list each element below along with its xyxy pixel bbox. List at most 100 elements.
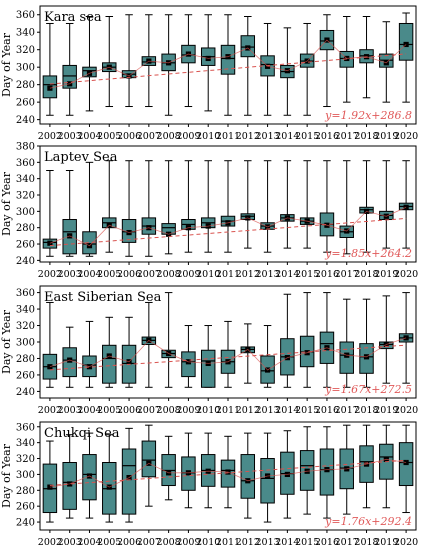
y-tick-label: 340 xyxy=(16,174,35,185)
x-tick-label: 2019 xyxy=(374,537,398,548)
y-tick-label: 340 xyxy=(16,438,35,449)
y-tick-label: 320 xyxy=(16,454,35,465)
mean-marker xyxy=(403,459,409,466)
box-body xyxy=(141,440,157,478)
mean-connector xyxy=(49,458,407,488)
x-tick-label: 2020 xyxy=(394,537,418,548)
x-tick-label: 2002 xyxy=(38,537,62,548)
y-tick-label: 260 xyxy=(16,370,35,381)
x-tick-label: 2012 xyxy=(236,269,260,280)
box-2016 xyxy=(319,14,335,108)
trend-equation: y=1.76x+292.4 xyxy=(324,515,412,528)
x-tick-label: 2012 xyxy=(236,537,260,548)
x-tick-label: 2016 xyxy=(315,131,339,142)
y-tick-label: 320 xyxy=(16,321,35,332)
box-body xyxy=(398,22,414,61)
y-tick-label: 300 xyxy=(16,207,35,218)
x-tick-label: 2007 xyxy=(137,405,161,416)
x-tick-label: 2004 xyxy=(77,537,101,548)
box-body xyxy=(82,231,97,255)
box-body xyxy=(121,448,137,515)
y-tick-label: 280 xyxy=(16,80,35,91)
x-tick-label: 2010 xyxy=(196,269,220,280)
x-tick-label: 2006 xyxy=(117,131,141,142)
y-tick-label: 260 xyxy=(16,240,35,251)
x-tick-label: 2017 xyxy=(335,269,359,280)
x-tick-label: 2016 xyxy=(315,537,339,548)
x-tick-label: 2006 xyxy=(117,405,141,416)
x-tick-label: 2018 xyxy=(354,405,378,416)
y-tick-label: 260 xyxy=(16,502,35,513)
x-tick-label: 2019 xyxy=(374,269,398,280)
box-2005 xyxy=(102,434,117,523)
x-tick-label: 2009 xyxy=(176,405,200,416)
x-tick-label: 2010 xyxy=(196,537,220,548)
box-2011 xyxy=(220,14,236,116)
y-tick-label: 240 xyxy=(16,115,35,126)
mean-marker xyxy=(47,240,53,246)
box-body xyxy=(240,454,256,499)
x-tick-label: 2016 xyxy=(315,269,339,280)
panel-title: Kara sea xyxy=(44,10,102,25)
mean-connector xyxy=(49,206,407,247)
x-tick-label: 2006 xyxy=(117,537,141,548)
x-tick-label: 2015 xyxy=(295,131,319,142)
x-tick-label: 2006 xyxy=(117,269,141,280)
trend-line xyxy=(49,217,407,247)
x-tick-label: 2015 xyxy=(295,405,319,416)
box-2008 xyxy=(161,14,176,116)
y-tick-label: 300 xyxy=(16,470,35,481)
x-tick-label: 2019 xyxy=(374,131,398,142)
x-tick-label: 2018 xyxy=(354,131,378,142)
x-tick-label: 2020 xyxy=(394,269,418,280)
box-body xyxy=(102,344,117,384)
y-tick-label: 360 xyxy=(16,422,35,433)
box-2007 xyxy=(141,424,157,507)
y-axis-label: Day of Year xyxy=(0,309,13,374)
x-tick-label: 2005 xyxy=(97,269,121,280)
trend-line xyxy=(49,53,407,85)
y-tick-label: 240 xyxy=(16,518,35,529)
x-tick-label: 2003 xyxy=(58,131,82,142)
x-tick-label: 2016 xyxy=(315,405,339,416)
trend-equation: y=1.67x+272.5 xyxy=(324,383,412,396)
y-tick-label: 320 xyxy=(16,191,35,202)
y-tick-label: 380 xyxy=(16,142,35,153)
x-tick-label: 2008 xyxy=(157,269,181,280)
y-tick-label: 300 xyxy=(16,338,35,349)
x-tick-label: 2003 xyxy=(58,405,82,416)
x-tick-label: 2011 xyxy=(216,269,240,280)
x-tick-label: 2015 xyxy=(295,537,319,548)
x-tick-label: 2002 xyxy=(38,269,62,280)
y-tick-label: 260 xyxy=(16,98,35,109)
x-tick-label: 2013 xyxy=(255,405,279,416)
x-tick-label: 2007 xyxy=(137,537,161,548)
y-tick-label: 360 xyxy=(16,288,35,299)
x-tick-label: 2002 xyxy=(38,131,62,142)
y-tick-label: 360 xyxy=(16,158,35,169)
y-tick-label: 320 xyxy=(16,45,35,56)
x-tick-label: 2004 xyxy=(77,131,101,142)
x-tick-label: 2013 xyxy=(255,537,279,548)
mean-marker xyxy=(47,484,53,490)
x-tick-label: 2014 xyxy=(275,269,299,280)
box-2005 xyxy=(102,316,117,388)
x-tick-label: 2009 xyxy=(176,537,200,548)
x-tick-label: 2020 xyxy=(394,405,418,416)
y-axis-label: Day of Year xyxy=(0,171,13,236)
panel-title: Chukqi Sea xyxy=(44,426,120,441)
x-tick-label: 2019 xyxy=(374,405,398,416)
x-tick-label: 2005 xyxy=(97,537,121,548)
trend-equation: y=1.85x+264.2 xyxy=(324,247,412,260)
y-tick-label: 300 xyxy=(16,63,35,74)
x-tick-label: 2017 xyxy=(335,405,359,416)
box-2002 xyxy=(42,440,58,523)
box-2006 xyxy=(121,427,137,523)
panel-title: Laptev Sea xyxy=(44,150,118,165)
box-2002 xyxy=(42,170,58,257)
y-tick-label: 280 xyxy=(16,354,35,365)
